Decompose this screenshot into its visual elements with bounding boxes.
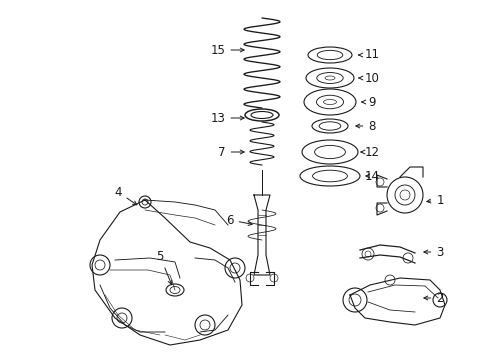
Text: 9: 9 — [361, 95, 375, 108]
Text: 3: 3 — [423, 246, 443, 258]
Text: 5: 5 — [156, 249, 171, 284]
Text: 10: 10 — [358, 72, 379, 85]
Text: 7: 7 — [218, 145, 244, 158]
Text: 13: 13 — [210, 112, 244, 125]
Text: 4: 4 — [114, 185, 137, 205]
Text: 11: 11 — [358, 49, 379, 62]
Text: 1: 1 — [426, 194, 443, 207]
Text: 2: 2 — [423, 292, 443, 305]
Text: 6: 6 — [226, 213, 252, 226]
Text: 12: 12 — [360, 145, 379, 158]
Text: 8: 8 — [355, 120, 375, 132]
Text: 15: 15 — [210, 44, 244, 57]
Text: 14: 14 — [364, 170, 379, 183]
